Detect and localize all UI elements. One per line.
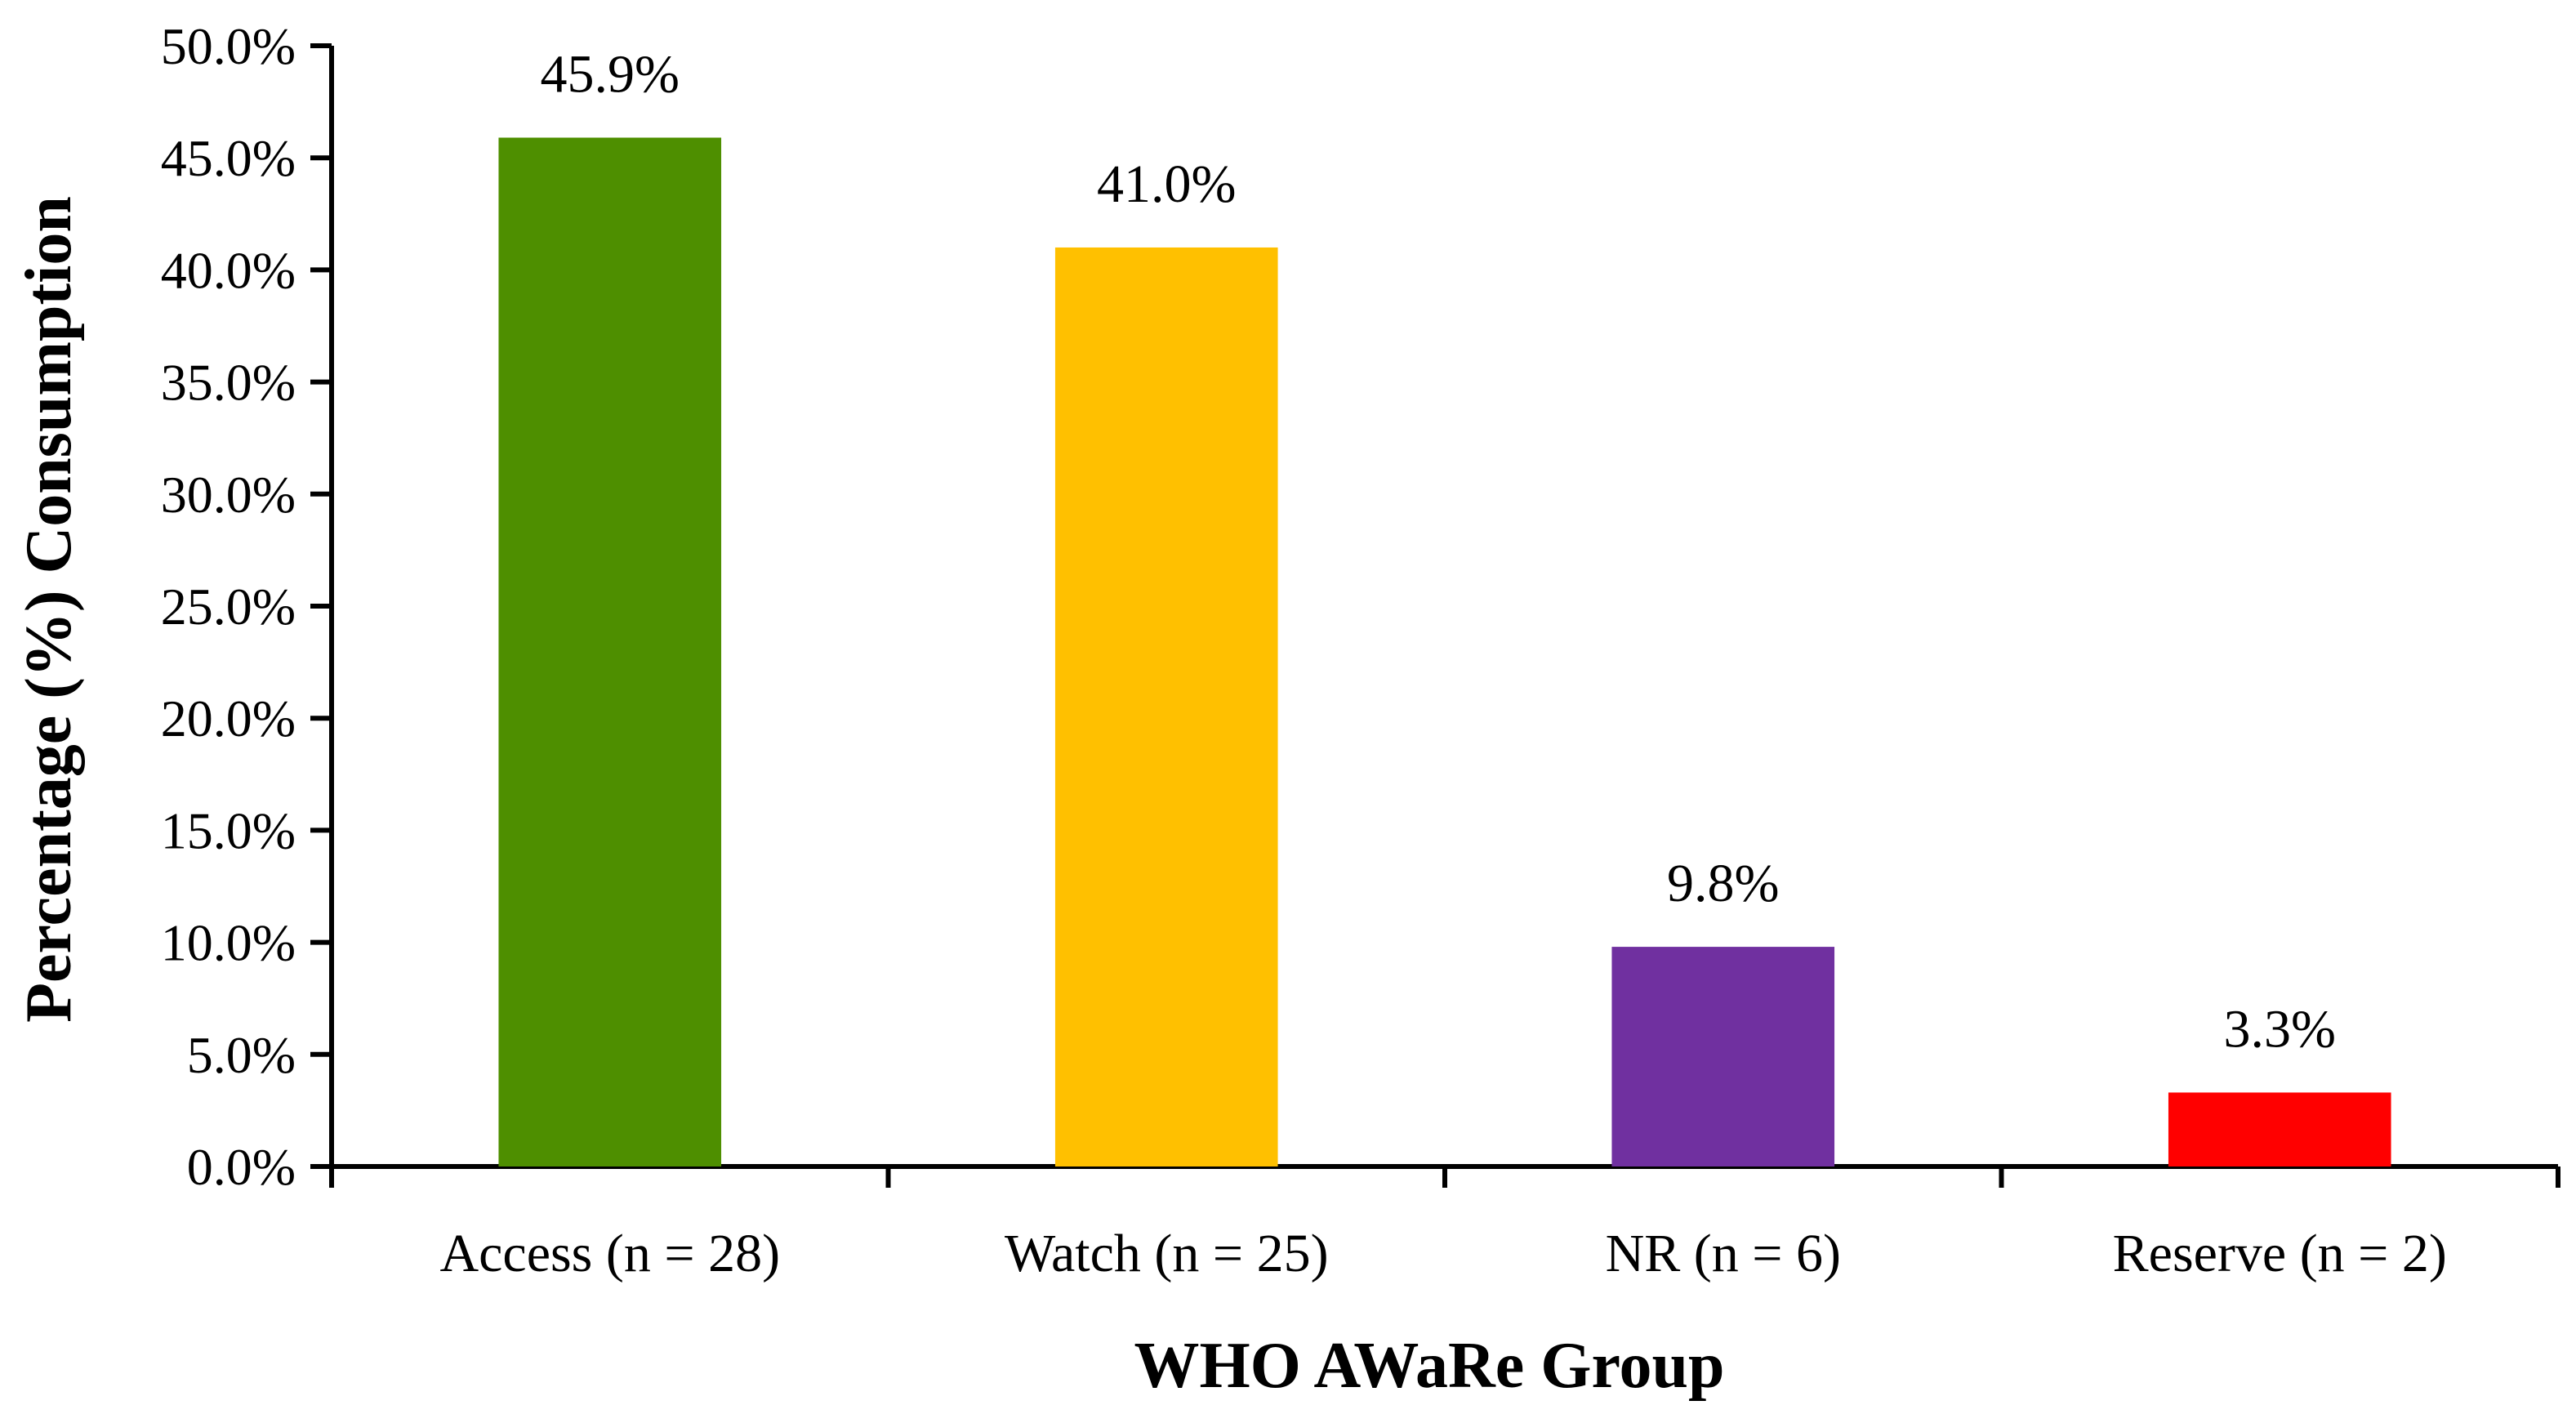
y-tick-label: 15.0% <box>161 801 296 859</box>
y-tick-label: 20.0% <box>161 689 296 747</box>
x-category-label: NR (n = 6) <box>1606 1224 1841 1283</box>
x-axis-title: WHO AWaRe Group <box>1134 1330 1724 1402</box>
y-tick-label: 30.0% <box>161 466 296 524</box>
y-tick-label: 45.0% <box>161 129 296 187</box>
bar-value-label: 45.9% <box>541 45 680 105</box>
x-category-label: Reserve (n = 2) <box>2113 1224 2447 1283</box>
data-labels: 45.9% 41.0% 9.8% 3.3% <box>541 45 2336 1059</box>
bar <box>498 137 722 1167</box>
y-tick-label: 35.0% <box>161 354 296 412</box>
y-tick-label: 25.0% <box>161 578 296 636</box>
bars <box>498 137 2391 1167</box>
x-axis: Access (n = 28) Watch (n = 25) NR (n = 6) R… <box>329 1164 2560 1283</box>
x-category-label: Access (n = 28) <box>439 1224 780 1283</box>
y-tick-label: 40.0% <box>161 241 296 299</box>
bar <box>2168 1092 2391 1167</box>
x-category-label: Watch (n = 25) <box>1005 1224 1329 1283</box>
y-tick-label: 10.0% <box>161 914 296 972</box>
y-tick-label: 50.0% <box>161 17 296 75</box>
y-tick-label: 5.0% <box>187 1026 296 1084</box>
bar <box>1054 247 1278 1167</box>
y-axis-title: Percentage (%) Consumption <box>13 196 85 1023</box>
y-tick-label: 0.0% <box>187 1138 296 1196</box>
y-axis: 0.0% 5.0% 10.0% 15.0% 20.0% 25.0% 30.0% 35.0% 40… <box>161 17 334 1196</box>
bar <box>1611 947 1835 1167</box>
bar-value-label: 3.3% <box>2224 999 2336 1059</box>
bar-value-label: 9.8% <box>1667 854 1779 913</box>
bar-value-label: 41.0% <box>1097 154 1236 214</box>
